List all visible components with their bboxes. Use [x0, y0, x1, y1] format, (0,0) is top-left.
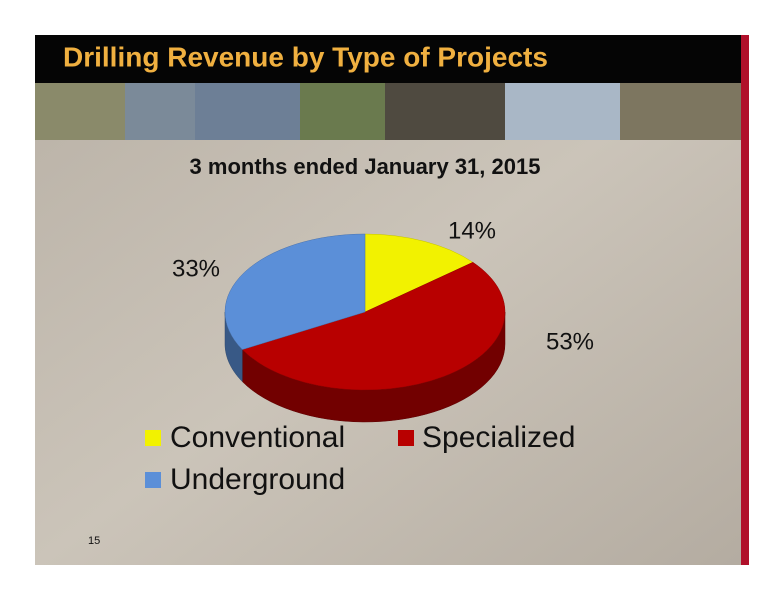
title-bar: [35, 35, 741, 83]
legend-label: Conventional: [170, 421, 345, 454]
data-label: 53%: [546, 328, 594, 355]
legend-swatch: [145, 472, 161, 488]
slice: [224, 233, 366, 350]
legend-swatch: [145, 430, 161, 446]
legend-swatch: [398, 430, 414, 446]
data-label: 14%: [448, 217, 496, 244]
chart-subtitle: 3 months ended January 31, 2015: [190, 154, 541, 179]
legend-label: Specialized: [422, 421, 575, 454]
data-label: 33%: [172, 255, 220, 282]
pie: 14% 53% 33%: [172, 217, 594, 423]
legend: Conventional Specialized Underground: [145, 421, 575, 496]
photo-strip: [35, 83, 741, 140]
slice: [364, 233, 474, 313]
slice: [241, 261, 506, 391]
side-stripe: [741, 35, 749, 565]
page-number: 15: [88, 535, 100, 547]
slide-title: Drilling Revenue by Type of Projects: [63, 41, 548, 72]
legend-label: Underground: [170, 463, 345, 496]
